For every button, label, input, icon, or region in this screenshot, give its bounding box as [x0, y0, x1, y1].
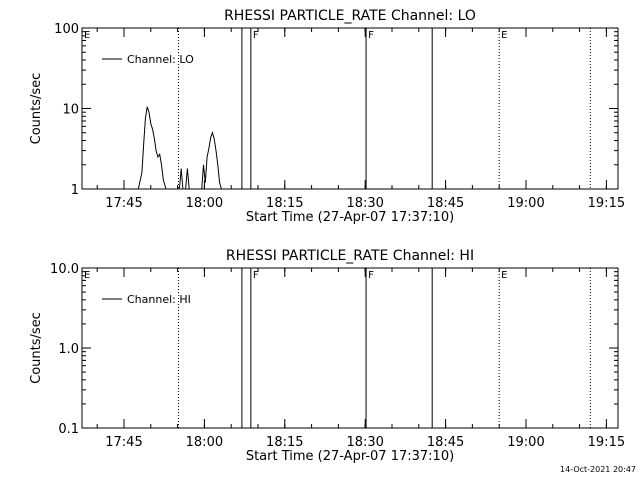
x-tick-label: 18:00 [186, 196, 223, 211]
x-tick-label: 18:15 [266, 196, 303, 211]
series-line [137, 106, 222, 190]
y-tick-label: 10.0 [50, 262, 79, 277]
x-tick-label: 18:00 [186, 435, 223, 450]
x-tick-label: 18:30 [346, 435, 383, 450]
chart-title: RHESSI PARTICLE_RATE Channel: LO [224, 8, 476, 24]
flag-label: E [84, 270, 90, 281]
x-tick-label: 18:45 [427, 435, 464, 450]
x-axis-label: Start Time (27-Apr-07 17:37:10) [246, 449, 454, 464]
flag-label: F [253, 30, 259, 41]
flag-label: E [84, 30, 90, 41]
y-tick-label: 1 [71, 183, 79, 198]
y-tick-label: 10 [62, 103, 79, 118]
y-tick-label: 100 [54, 22, 79, 37]
flag-label: E [501, 270, 507, 281]
x-tick-label: 19:15 [588, 435, 625, 450]
flag-label: F [368, 270, 374, 281]
flag-label: E [501, 30, 507, 41]
x-tick-label: 17:45 [105, 435, 142, 450]
x-axis-label: Start Time (27-Apr-07 17:37:10) [246, 210, 454, 225]
x-tick-label: 18:15 [266, 435, 303, 450]
footer-timestamp: 14-Oct-2021 20:47 [560, 465, 636, 474]
x-tick-label: 19:00 [507, 196, 544, 211]
panel-1: RHESSI PARTICLE_RATE Channel: LO 1 10 100 Co… [29, 8, 625, 225]
y-axis-label: Counts/sec [29, 312, 44, 384]
chart-title: RHESSI PARTICLE_RATE Channel: HI [226, 248, 474, 264]
x-tick-label: 18:45 [427, 196, 464, 211]
x-tick-label: 18:30 [346, 196, 383, 211]
flag-label: F [368, 30, 374, 41]
flag-label: F [253, 270, 259, 281]
legend-label: Channel: LO [127, 53, 194, 66]
y-tick-label: 1.0 [58, 342, 79, 357]
x-tick-label: 17:45 [105, 196, 142, 211]
plot-frame [81, 267, 619, 429]
x-tick-label: 19:15 [588, 196, 625, 211]
x-tick-label: 19:00 [507, 435, 544, 450]
legend-label: Channel: HI [127, 293, 191, 306]
y-axis-label: Counts/sec [29, 73, 44, 145]
panel-2: RHESSI PARTICLE_RATE Channel: HI 0.1 1.0 10… [29, 248, 625, 464]
y-tick-label: 0.1 [58, 422, 79, 437]
